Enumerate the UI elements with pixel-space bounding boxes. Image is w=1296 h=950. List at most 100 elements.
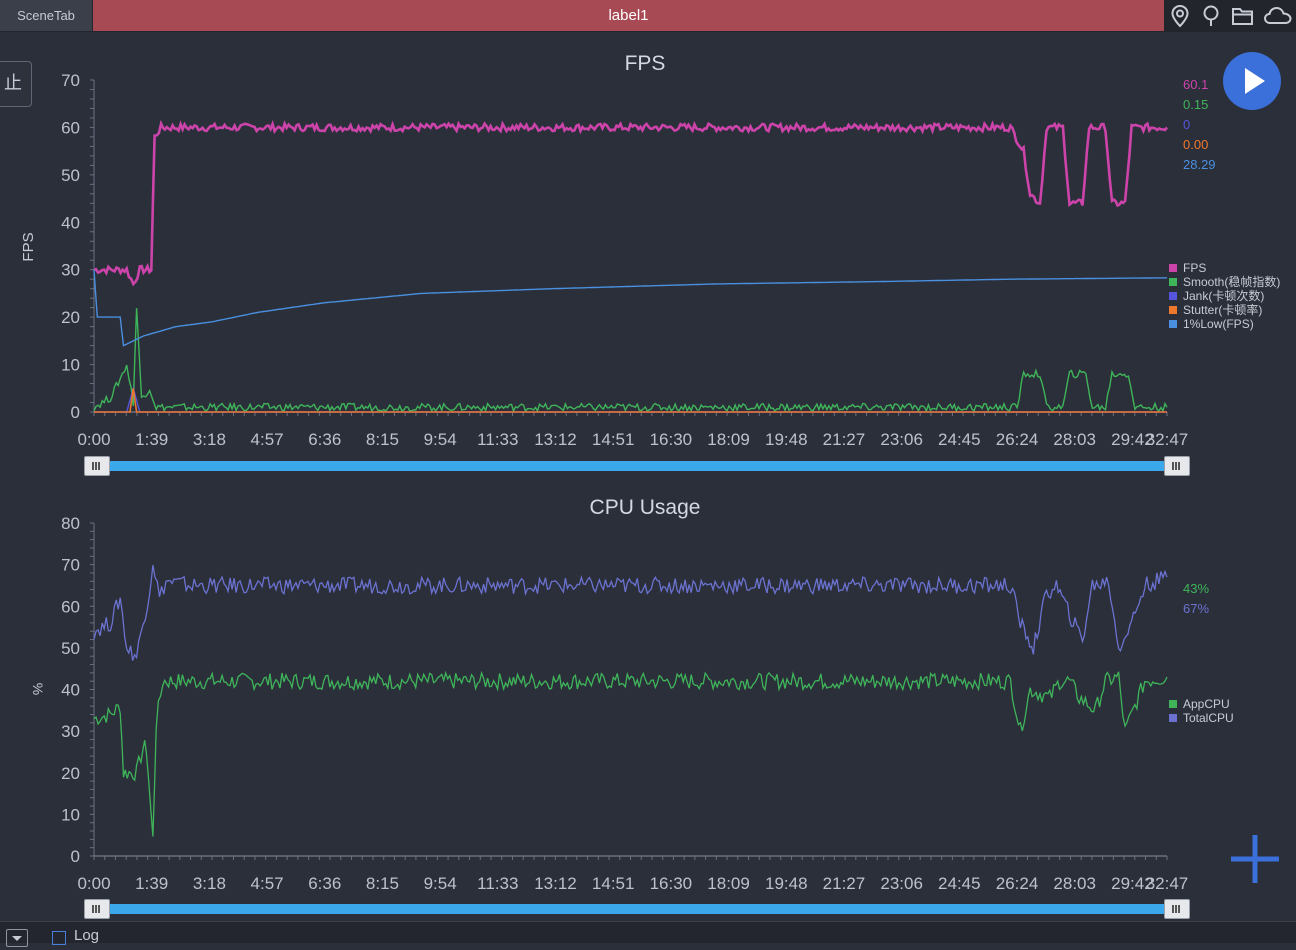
- fps-range-track[interactable]: [94, 461, 1178, 471]
- log-label: Log: [74, 927, 100, 944]
- x-tick-label: 23:06: [880, 874, 923, 893]
- x-tick-label: 6:36: [308, 430, 341, 449]
- x-tick-label: 14:51: [592, 430, 635, 449]
- y-tick-label: 60: [61, 118, 80, 137]
- fps-range-end-handle[interactable]: [1164, 456, 1190, 476]
- legend-label[interactable]: Smooth(稳帧指数): [1183, 274, 1280, 289]
- x-tick-label: 32:47: [1146, 874, 1189, 893]
- play-icon: [1245, 68, 1265, 94]
- x-tick-label: 29:42: [1111, 430, 1154, 449]
- x-tick-label: 6:36: [308, 874, 341, 893]
- scene-label: label1: [93, 0, 1164, 31]
- fps-y-ticks: 0 10 20 30 40 50 60 70: [61, 71, 80, 422]
- cpu-gridlines: [90, 522, 1168, 860]
- y-tick-label: 70: [61, 556, 80, 575]
- fps-legend: FPSSmooth(稳帧指数)Jank(卡顿次数)Stutter(卡顿率)1%L…: [1169, 261, 1280, 331]
- x-tick-label: 28:03: [1053, 874, 1096, 893]
- top-bar: SceneTab label1: [0, 0, 1296, 32]
- y-tick-label: 30: [61, 722, 80, 741]
- x-tick-label: 28:03: [1053, 430, 1096, 449]
- cpu-range-slider[interactable]: [84, 899, 1190, 919]
- x-tick-label: 4:57: [251, 874, 284, 893]
- x-tick-label: 1:39: [135, 874, 168, 893]
- x-tick-label: 32:47: [1146, 430, 1189, 449]
- play-button[interactable]: [1223, 52, 1281, 110]
- x-tick-label: 24:45: [938, 874, 981, 893]
- series-line: [93, 564, 1168, 661]
- bottom-bar: Log: [0, 921, 1296, 947]
- cpu-x-ticks: 0:00 1:39 3:18 4:57 6:36 8:15 9:54 11:33 13:12 14…: [77, 874, 1188, 893]
- cpu-chart: CPU Usage % 0 10 20 30 40 50 60 70 80 0:00 1:39 3:…: [30, 496, 1234, 893]
- current-value-label: 0.15: [1183, 97, 1208, 112]
- collapse-toggle-button[interactable]: [6, 929, 28, 947]
- x-tick-label: 24:45: [938, 430, 981, 449]
- cpu-series: [93, 564, 1168, 837]
- legend-label[interactable]: TotalCPU: [1183, 711, 1234, 725]
- x-tick-label: 0:00: [77, 430, 110, 449]
- current-value-label: 43%: [1183, 581, 1209, 596]
- cpu-y-axis-label: %: [30, 683, 46, 695]
- legend-label[interactable]: FPS: [1183, 261, 1206, 275]
- y-tick-label: 0: [71, 847, 80, 866]
- y-tick-label: 0: [71, 403, 80, 422]
- legend-label[interactable]: 1%Low(FPS): [1183, 317, 1254, 331]
- y-tick-label: 50: [61, 166, 80, 185]
- y-tick-label: 10: [61, 805, 80, 824]
- x-tick-label: 9:54: [424, 430, 457, 449]
- fps-range-slider[interactable]: [84, 456, 1190, 476]
- x-tick-label: 13:12: [534, 430, 577, 449]
- legend-swatch: [1169, 292, 1177, 300]
- series-line: [93, 308, 1168, 413]
- series-line: [93, 269, 1167, 347]
- legend-swatch: [1169, 264, 1177, 272]
- y-tick-label: 30: [61, 261, 80, 280]
- legend-swatch: [1169, 278, 1177, 286]
- log-checkbox[interactable]: [52, 931, 66, 945]
- cpu-y-ticks: 0 10 20 30 40 50 60 70 80: [61, 514, 80, 866]
- current-value-label: 67%: [1183, 601, 1209, 616]
- x-tick-label: 9:54: [424, 874, 457, 893]
- fps-range-start-handle[interactable]: [84, 456, 110, 476]
- y-tick-label: 40: [61, 681, 80, 700]
- x-tick-label: 26:24: [996, 874, 1039, 893]
- fps-x-ticks: 0:00 1:39 3:18 4:57 6:36 8:15 9:54 11:33 13:12 14…: [77, 430, 1188, 449]
- fps-chart: FPS FPS 0 10 20 30 40 50 60 70 0:00 1:39 3:18 4:57…: [20, 52, 1280, 449]
- cloud-icon[interactable]: [1263, 4, 1293, 28]
- current-value-label: 60.1: [1183, 77, 1208, 92]
- x-tick-label: 26:24: [996, 430, 1039, 449]
- legend-swatch: [1169, 700, 1177, 708]
- x-tick-label: 19:48: [765, 874, 808, 893]
- folder-icon[interactable]: [1230, 4, 1256, 28]
- x-tick-label: 29:42: [1111, 874, 1154, 893]
- x-tick-label: 21:27: [823, 430, 866, 449]
- legend-label[interactable]: AppCPU: [1183, 697, 1230, 711]
- y-tick-label: 60: [61, 597, 80, 616]
- current-value-label: 28.29: [1183, 157, 1216, 172]
- cpu-range-end-handle[interactable]: [1164, 899, 1190, 919]
- fps-chart-title: FPS: [625, 52, 666, 75]
- stop-button[interactable]: 止: [0, 61, 32, 107]
- location-pin-icon[interactable]: [1167, 4, 1193, 28]
- cpu-range-start-handle[interactable]: [84, 899, 110, 919]
- scene-tab[interactable]: SceneTab: [0, 0, 92, 31]
- x-tick-label: 8:15: [366, 430, 399, 449]
- x-tick-label: 8:15: [366, 874, 399, 893]
- x-tick-label: 21:27: [823, 874, 866, 893]
- fps-y-axis-label: FPS: [20, 232, 37, 261]
- current-value-label: 0.00: [1183, 137, 1208, 152]
- cpu-range-track[interactable]: [94, 904, 1178, 914]
- legend-label[interactable]: Jank(卡顿次数): [1183, 288, 1264, 303]
- x-tick-label: 0:00: [77, 874, 110, 893]
- cpu-current-values: 43%67%: [1183, 581, 1209, 616]
- x-tick-label: 11:33: [477, 874, 518, 893]
- legend-swatch: [1169, 320, 1177, 328]
- series-line: [93, 119, 1169, 287]
- lightbulb-icon[interactable]: [1198, 4, 1224, 28]
- legend-label[interactable]: Stutter(卡顿率): [1183, 302, 1262, 317]
- x-tick-label: 18:09: [707, 430, 750, 449]
- x-tick-label: 18:09: [707, 874, 750, 893]
- x-tick-label: 23:06: [880, 430, 923, 449]
- add-icon[interactable]: [1228, 832, 1282, 886]
- x-tick-label: 4:57: [251, 430, 284, 449]
